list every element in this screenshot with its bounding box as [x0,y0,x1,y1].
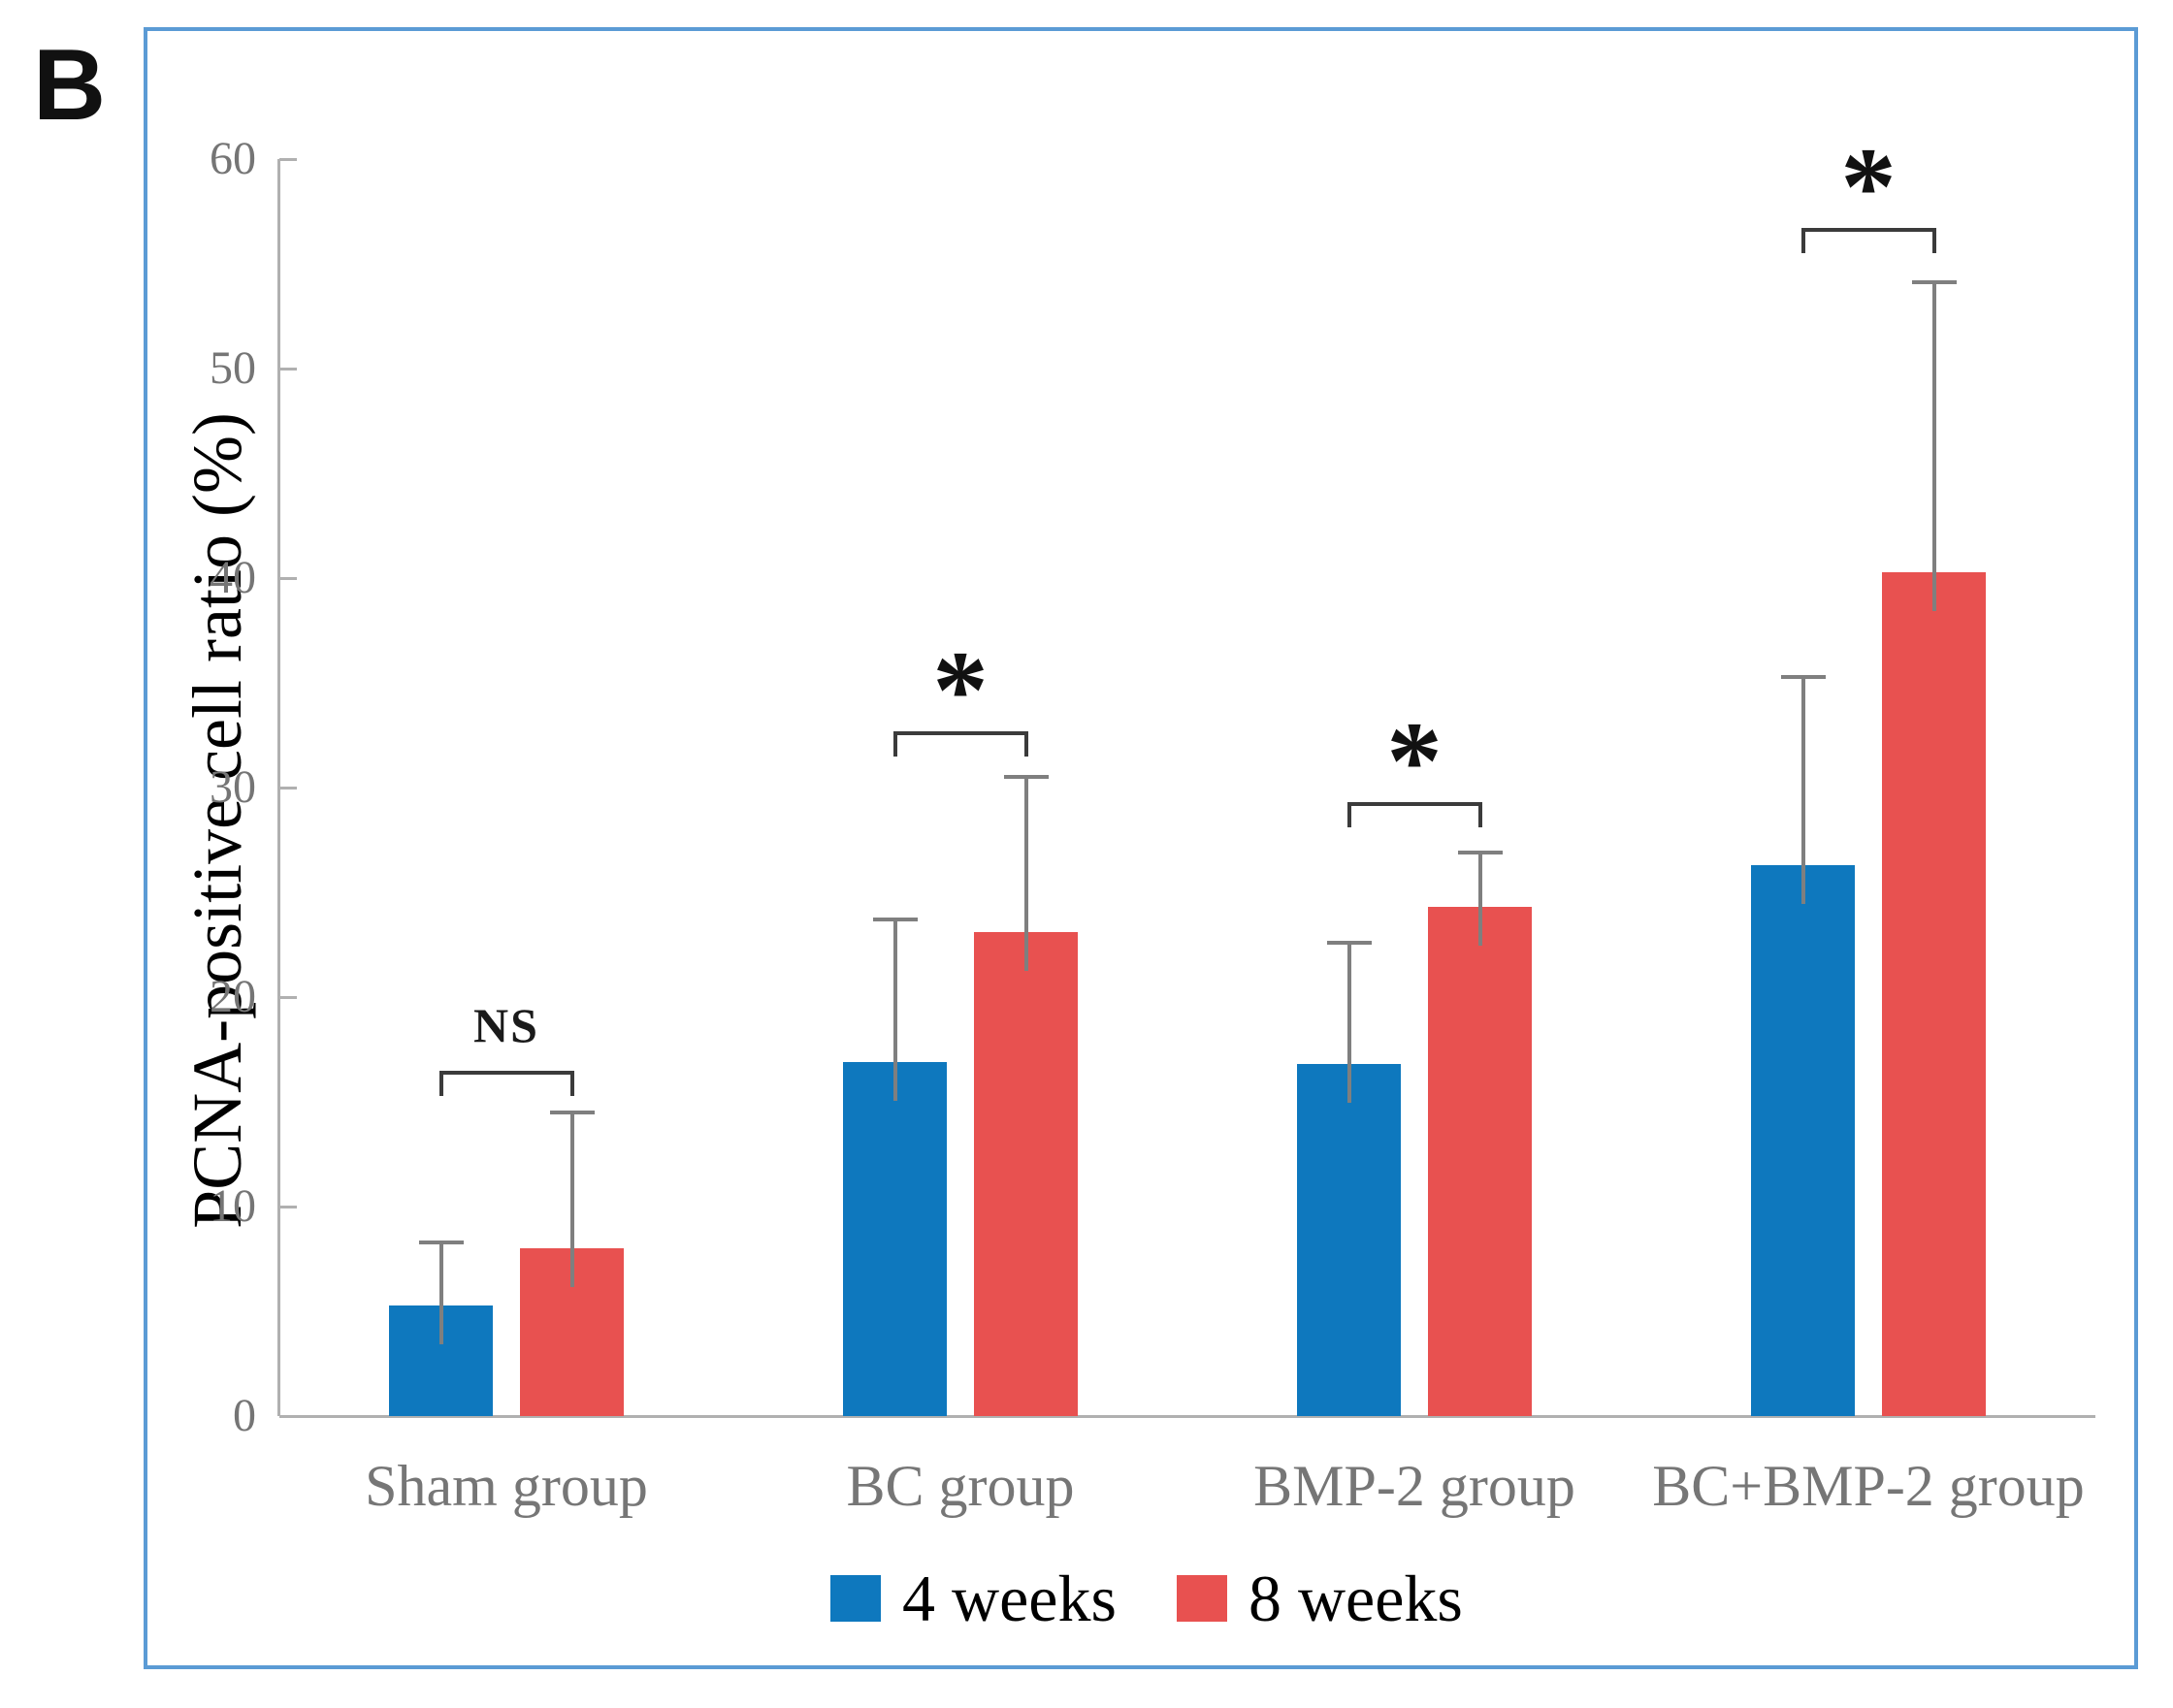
x-axis-label-sham-group: Sham group [365,1454,648,1518]
y-tick-label: 40 [210,552,256,603]
error-bar-cap-8-weeks-bc-bmp-2-group [1911,280,1957,285]
significance-label-bc-bmp-2-group: * [1840,125,1897,249]
legend-swatch-4-weeks [830,1575,881,1622]
legend-label: 4 weeks [902,1562,1117,1635]
significance-label-bmp-2-group: * [1386,699,1443,823]
significance-label-bc-group: * [932,628,989,752]
y-axis-line [277,159,280,1416]
error-bar-8-weeks-bc-group [1023,777,1028,972]
legend-label: 8 weeks [1248,1562,1463,1635]
error-bar-cap-4-weeks-bmp-2-group [1326,940,1372,945]
y-tick-mark [279,1205,297,1208]
y-tick-mark [279,786,297,790]
y-tick-label: 10 [210,1180,256,1232]
error-bar-4-weeks-bc-bmp-2-group [1800,676,1805,904]
panel-label: B [33,29,107,142]
significance-bracket-leg-left-bc-group [892,730,897,757]
legend: 4 weeks 8 weeks [830,1565,1523,1631]
legend-swatch-8-weeks [1176,1575,1227,1622]
significance-label-sham-group: NS [473,997,539,1052]
error-bar-cap-4-weeks-bc-bmp-2-group [1780,674,1826,679]
y-tick-mark [279,995,297,999]
significance-bracket-leg-right-sham-group [569,1070,574,1096]
significance-bracket-leg-right-bc-bmp-2-group [1931,228,1936,254]
y-tick-mark [279,1414,297,1418]
significance-bracket-sham-group [438,1070,574,1075]
bar-8-weeks-bc-bmp-2-group [1882,571,1986,1416]
y-tick-label: 60 [210,133,256,184]
significance-bracket-leg-right-bmp-2-group [1477,802,1482,828]
x-axis-label-bc-group: BC group [846,1454,1075,1518]
error-bar-8-weeks-sham-group [569,1112,574,1288]
error-bar-cap-8-weeks-bc-group [1003,775,1049,780]
bar-8-weeks-bc-group [974,932,1078,1416]
significance-bracket-bc-bmp-2-group [1800,228,1936,233]
significance-bracket-leg-left-sham-group [438,1070,443,1096]
y-tick-mark [279,367,297,371]
error-bar-cap-4-weeks-bc-group [872,918,918,922]
y-tick-label: 30 [210,761,256,813]
error-bar-4-weeks-bmp-2-group [1346,942,1351,1104]
y-tick-label: 50 [210,342,256,394]
y-tick-mark [279,157,297,161]
error-bar-cap-8-weeks-bmp-2-group [1457,850,1503,854]
x-axis-label-bmp-2-group: BMP-2 group [1253,1454,1575,1518]
significance-bracket-leg-right-bc-group [1023,730,1028,757]
error-bar-cap-8-weeks-sham-group [549,1110,595,1114]
significance-bracket-leg-left-bc-bmp-2-group [1800,228,1805,254]
legend-item-4-weeks: 4 weeks [830,1565,1117,1631]
bar-4-weeks-bc-bmp-2-group [1751,864,1855,1416]
error-bar-4-weeks-sham-group [438,1241,443,1344]
error-bar-cap-4-weeks-sham-group [418,1240,464,1244]
bar-4-weeks-bmp-2-group [1297,1064,1401,1416]
error-bar-8-weeks-bmp-2-group [1477,852,1482,947]
y-tick-label: 20 [210,971,256,1022]
bar-8-weeks-bmp-2-group [1428,907,1532,1416]
significance-bracket-bmp-2-group [1346,802,1482,807]
error-bar-4-weeks-bc-group [892,919,897,1101]
significance-bracket-bc-group [892,730,1028,735]
error-bar-8-weeks-bc-bmp-2-group [1931,282,1936,611]
significance-bracket-leg-left-bmp-2-group [1346,802,1351,828]
y-tick-mark [279,576,297,580]
x-axis-line [279,1415,2095,1418]
chart-box: PCNA-positive cell ratio (%) [144,27,2138,1669]
y-tick-label: 0 [233,1390,256,1441]
bar-4-weeks-bc-group [843,1061,947,1416]
legend-item-8-weeks: 8 weeks [1176,1562,1463,1635]
x-axis-label-bc-bmp-2-group: BC+BMP-2 group [1652,1454,2085,1518]
